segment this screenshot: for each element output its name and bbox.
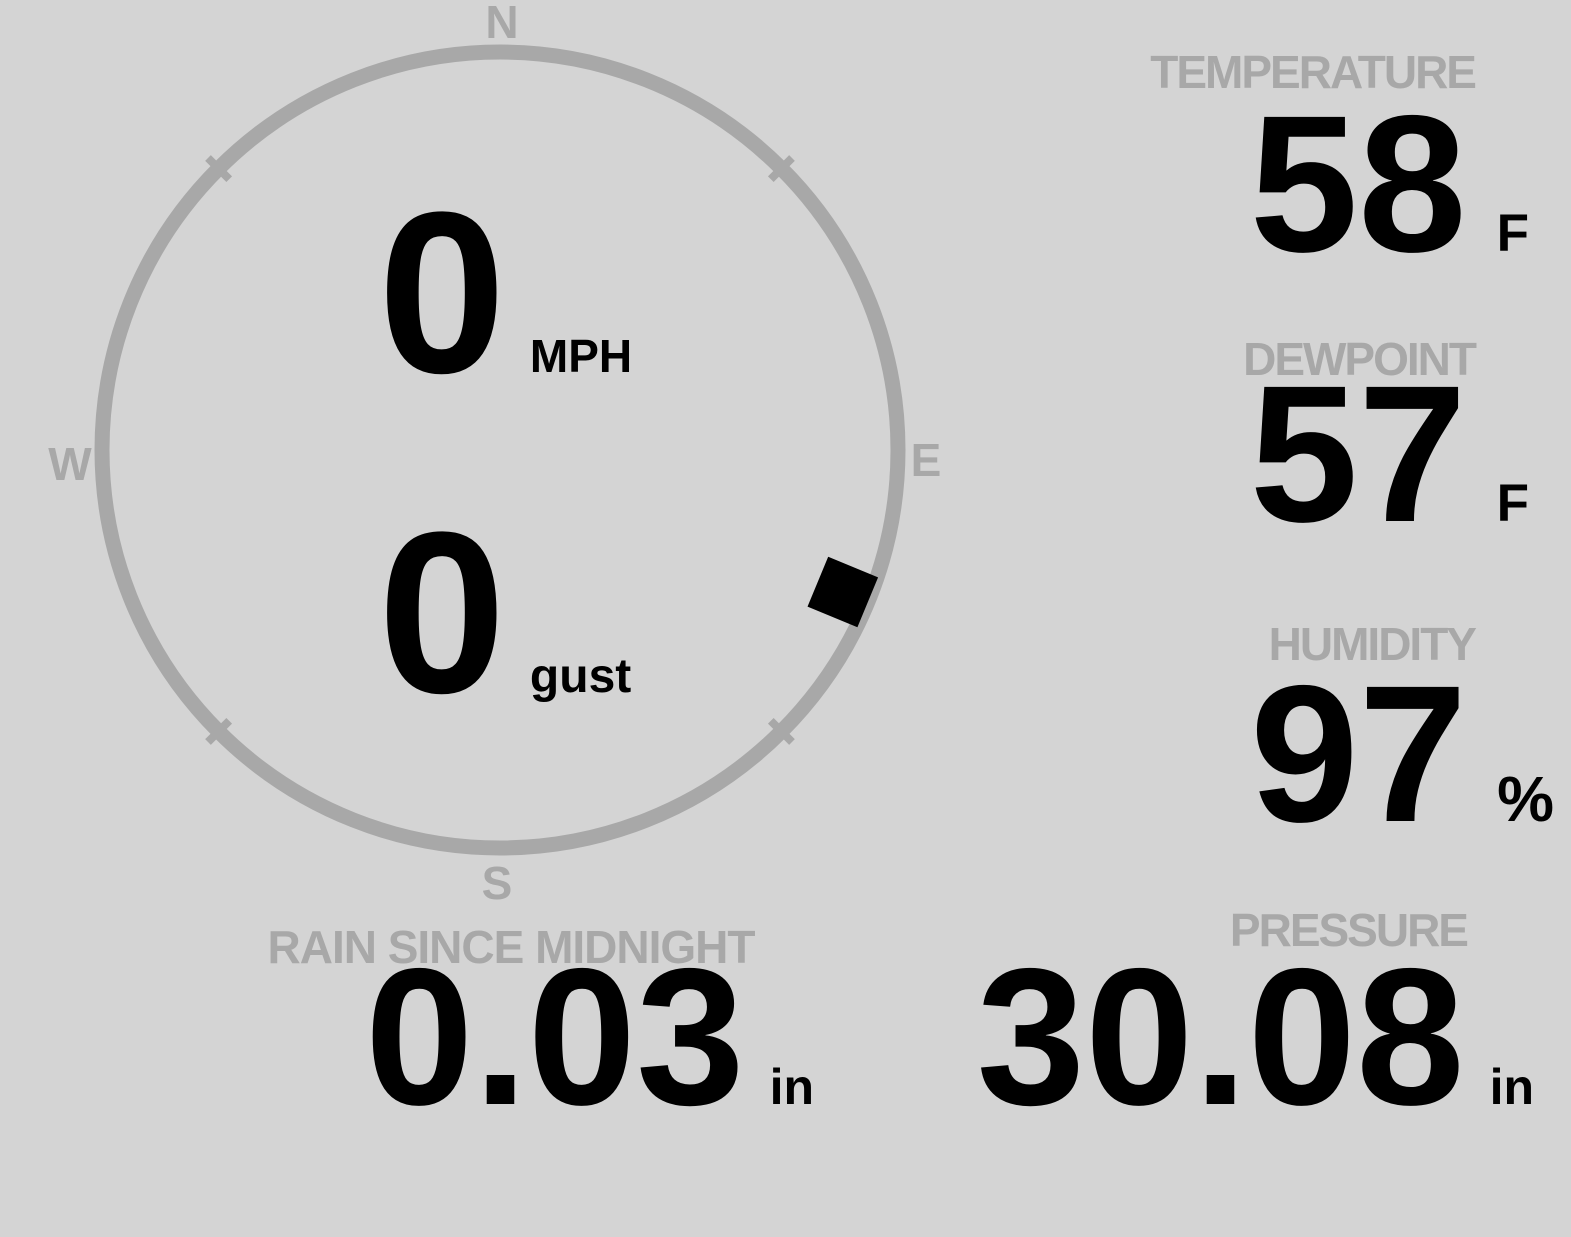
rain-unit: in xyxy=(769,1059,814,1115)
compass-label-north: N xyxy=(485,0,519,48)
compass-tick-se-icon xyxy=(767,717,795,745)
temperature-readout: 58 F xyxy=(1250,87,1529,282)
rain-readout: 0.03 in xyxy=(365,940,814,1135)
humidity-label: HUMIDITY xyxy=(1268,618,1477,670)
wind-speed-unit: MPH xyxy=(529,330,633,382)
wind-direction-marker-icon xyxy=(807,556,879,628)
humidity-unit: % xyxy=(1497,763,1554,835)
rain-label: RAIN SINCE MIDNIGHT xyxy=(267,921,756,973)
dewpoint-value: 57 xyxy=(1249,345,1467,563)
pressure-readout: 30.08 in xyxy=(977,940,1534,1135)
wind-speed-readout: 0 MPH xyxy=(378,178,632,408)
pressure-label: PRESSURE xyxy=(1229,904,1469,956)
compass-tick-nw-icon xyxy=(205,155,233,183)
dewpoint-unit: F xyxy=(1496,474,1529,533)
dewpoint-readout: 57 F xyxy=(1250,357,1529,552)
wind-speed-value: 0 xyxy=(378,164,506,421)
compass-label-west: W xyxy=(48,438,92,490)
compass-ring xyxy=(94,44,906,856)
compass-label-south: S xyxy=(481,857,513,909)
pressure-unit: in xyxy=(1489,1059,1534,1115)
pressure-value: 30.08 xyxy=(976,928,1465,1146)
temperature-unit: F xyxy=(1496,204,1529,263)
temperature-value: 58 xyxy=(1249,75,1467,293)
humidity-value: 97 xyxy=(1250,645,1468,863)
compass-tick-sw-icon xyxy=(205,717,233,745)
wind-gust-value: 0 xyxy=(378,484,506,741)
temperature-label: TEMPERATURE xyxy=(1150,46,1477,98)
wind-gust-readout: 0 gust xyxy=(378,498,631,728)
humidity-readout: 97 % xyxy=(1250,657,1554,852)
rain-value: 0.03 xyxy=(365,928,745,1146)
wind-gust-unit: gust xyxy=(529,650,632,703)
compass-tick-ne-icon xyxy=(767,155,795,183)
compass-label-east: E xyxy=(910,434,942,486)
dewpoint-label: DEWPOINT xyxy=(1243,333,1477,385)
